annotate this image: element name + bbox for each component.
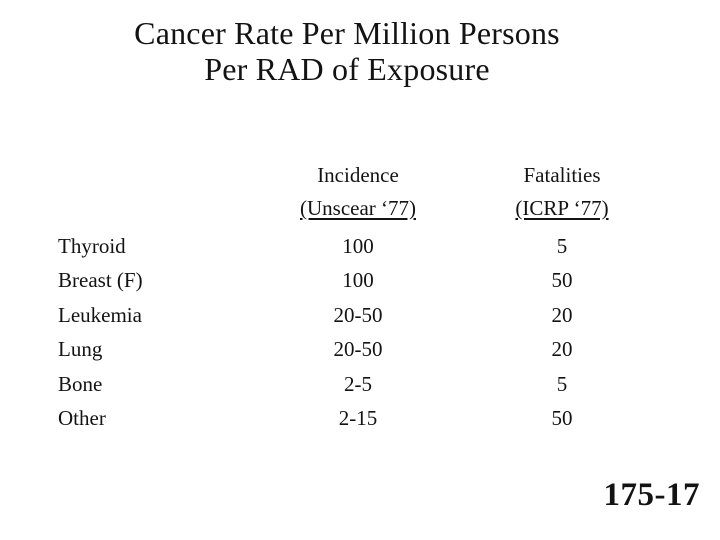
table-row: Bone 2-5 5 — [58, 367, 720, 401]
organ-label: Other — [58, 405, 106, 430]
incidence-value: 2-5 — [344, 371, 372, 396]
table-row: Lung 20-50 20 — [58, 332, 720, 366]
organ-label: Breast (F) — [58, 268, 143, 293]
table-header: Incidence Fatalities (Unscear ‘77) (ICRP… — [0, 160, 720, 225]
table-header-row-names: Incidence Fatalities — [58, 160, 720, 191]
incidence-value: 100 — [342, 234, 374, 258]
fatalities-value: 5 — [556, 234, 568, 258]
incidence-column-header: Incidence — [317, 163, 399, 187]
slide-title-line-2: Per RAD of Exposure — [204, 51, 490, 87]
incidence-value: 20-50 — [333, 337, 383, 362]
incidence-value: 100 — [342, 268, 374, 293]
table-row: Breast (F) 100 50 — [58, 263, 720, 297]
incidence-value: 20-50 — [333, 302, 383, 327]
organ-label: Lung — [58, 337, 103, 362]
slide-title-line-1: Cancer Rate Per Million Persons — [134, 15, 560, 51]
table-body: Thyroid 100 5 Breast (F) 100 50 Leukemia… — [0, 229, 720, 435]
organ-column-header-spacer — [58, 160, 238, 191]
fatalities-value: 50 — [551, 405, 573, 430]
slide-title: Cancer Rate Per Million Persons Per RAD … — [0, 15, 694, 87]
table-row: Thyroid 100 5 — [58, 229, 720, 263]
fatalities-column-source: (ICRP ‘77) — [515, 196, 609, 220]
organ-label: Thyroid — [58, 234, 126, 258]
incidence-value: 2-15 — [338, 405, 378, 430]
table-row: Other 2-15 50 — [58, 401, 720, 435]
fatalities-column-header: Fatalities — [523, 163, 601, 187]
organ-column-subheader-spacer — [58, 191, 238, 225]
fatalities-value: 50 — [551, 268, 573, 293]
fatalities-value: 5 — [556, 371, 568, 396]
organ-label: Leukemia — [58, 302, 142, 327]
incidence-column-source: (Unscear ‘77) — [299, 196, 417, 220]
fatalities-value: 20 — [551, 337, 573, 362]
fatalities-value: 20 — [551, 302, 573, 327]
page-number: 175-17 — [603, 477, 700, 513]
table-header-row-sources: (Unscear ‘77) (ICRP ‘77) — [58, 191, 720, 225]
organ-label: Bone — [58, 371, 103, 396]
table-row: Leukemia 20-50 20 — [58, 298, 720, 332]
